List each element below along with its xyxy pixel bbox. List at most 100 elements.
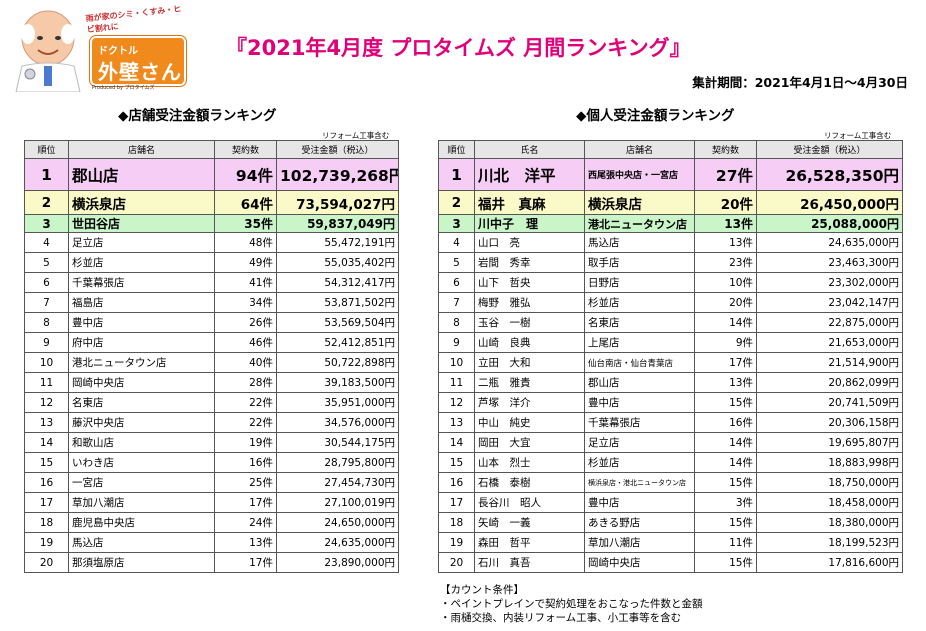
mascot-doctor-icon <box>15 10 81 92</box>
store-name-cell: 杉並店 <box>584 452 695 473</box>
rank-cell: 1 <box>24 158 69 191</box>
amount-cell: 22,875,000円 <box>756 312 903 333</box>
logo: 雨が家のシミ・くすみ・ヒビ割れに ドクトル 外壁さん Produced by プ… <box>8 4 188 92</box>
contracts-cell: 16件 <box>694 412 757 433</box>
contracts-cell: 20件 <box>694 292 757 313</box>
column-header-contracts: 契約数 <box>214 140 277 159</box>
contracts-cell: 13件 <box>694 232 757 253</box>
table-row: 4 足立店 48件 55,472,191円 <box>24 232 399 253</box>
rank-cell: 12 <box>438 392 475 413</box>
rank-cell: 4 <box>438 232 475 253</box>
amount-cell: 30,544,175円 <box>276 432 399 453</box>
store-name-cell: 名東店 <box>68 392 215 413</box>
contracts-cell: 26件 <box>214 312 277 333</box>
store-ranking-note: リフォーム工事含む <box>322 131 390 140</box>
person-name-cell: 石川 真吾 <box>474 552 585 573</box>
amount-cell: 18,380,000円 <box>756 512 903 533</box>
amount-cell: 102,739,268円 <box>276 158 399 191</box>
store-name-cell: 横浜泉店・港北ニュータウン店 <box>584 472 695 493</box>
rank-cell: 17 <box>24 492 69 513</box>
table-row: 1 郡山店 94件 102,739,268円 <box>24 158 399 191</box>
person-name-cell: 芦塚 洋介 <box>474 392 585 413</box>
amount-cell: 53,569,504円 <box>276 312 399 333</box>
amount-cell: 23,463,300円 <box>756 252 903 273</box>
rank-cell: 16 <box>438 472 475 493</box>
table-row: 12 名東店 22件 35,951,000円 <box>24 392 399 413</box>
rank-cell: 12 <box>24 392 69 413</box>
person-name-cell: 立田 大和 <box>474 352 585 373</box>
store-ranking-title: ◆店舗受注金額ランキング <box>118 108 277 124</box>
contracts-cell: 24件 <box>214 512 277 533</box>
store-name-cell: 港北ニュータウン店 <box>68 352 215 373</box>
contracts-cell: 23件 <box>694 252 757 273</box>
table-header-row: 順位 店舗名 契約数 受注金額（税込） <box>24 140 399 159</box>
table-row: 2 横浜泉店 64件 73,594,027円 <box>24 190 399 215</box>
store-name-cell: 千葉幕張店 <box>68 272 215 293</box>
amount-cell: 19,695,807円 <box>756 432 903 453</box>
contracts-cell: 48件 <box>214 232 277 253</box>
table-row: 17 長谷川 昭人 豊中店 3件 18,458,000円 <box>438 492 903 513</box>
person-name-cell: 岡田 大宜 <box>474 432 585 453</box>
store-name-cell: 一宮店 <box>68 472 215 493</box>
store-name-cell: 馬込店 <box>584 232 695 253</box>
contracts-cell: 17件 <box>694 352 757 373</box>
table-row: 15 山本 烈士 杉並店 14件 18,883,998円 <box>438 452 903 473</box>
rank-cell: 3 <box>438 214 475 233</box>
personal-ranking-table: 順位 氏名 店舗名 契約数 受注金額（税込） 1 川北 洋平 西尾張中央店・一宮店 27件 26… <box>438 140 903 573</box>
contracts-cell: 27件 <box>694 158 757 191</box>
amount-cell: 18,750,000円 <box>756 472 903 493</box>
person-name-cell: 川中子 理 <box>474 214 585 233</box>
contracts-cell: 28件 <box>214 372 277 393</box>
contracts-cell: 20件 <box>694 190 757 215</box>
person-name-cell: 矢崎 一義 <box>474 512 585 533</box>
amount-cell: 23,890,000円 <box>276 552 399 573</box>
amount-cell: 23,302,000円 <box>756 272 903 293</box>
amount-cell: 55,035,402円 <box>276 252 399 273</box>
amount-cell: 55,472,191円 <box>276 232 399 253</box>
table-row: 18 鹿児島中央店 24件 24,650,000円 <box>24 512 399 533</box>
table-row: 3 世田谷店 35件 59,837,049円 <box>24 214 399 233</box>
store-name-cell: 郡山店 <box>68 158 215 191</box>
contracts-cell: 15件 <box>694 392 757 413</box>
contracts-cell: 22件 <box>214 392 277 413</box>
rank-cell: 16 <box>24 472 69 493</box>
store-name-cell: 横浜泉店 <box>584 190 695 215</box>
person-name-cell: 川北 洋平 <box>474 158 585 191</box>
logo-badge-line2: 外壁さん <box>98 60 182 84</box>
rank-cell: 5 <box>24 252 69 273</box>
contracts-cell: 41件 <box>214 272 277 293</box>
contracts-cell: 13件 <box>694 214 757 233</box>
table-row: 19 馬込店 13件 24,635,000円 <box>24 532 399 553</box>
amount-cell: 26,528,350円 <box>756 158 903 191</box>
store-name-cell: 岡崎中央店 <box>68 372 215 393</box>
person-name-cell: 岩間 秀幸 <box>474 252 585 273</box>
store-name-cell: 藤沢中央店 <box>68 412 215 433</box>
store-name-cell: 豊中店 <box>584 392 695 413</box>
rank-cell: 20 <box>438 552 475 573</box>
store-name-cell: 馬込店 <box>68 532 215 553</box>
rank-cell: 15 <box>438 452 475 473</box>
amount-cell: 73,594,027円 <box>276 190 399 215</box>
table-row: 1 川北 洋平 西尾張中央店・一宮店 27件 26,528,350円 <box>438 158 903 191</box>
store-name-cell: 和歌山店 <box>68 432 215 453</box>
logo-tagline: 雨が家のシミ・くすみ・ヒビ割れに <box>85 4 182 35</box>
rank-cell: 10 <box>438 352 475 373</box>
store-name-cell: いわき店 <box>68 452 215 473</box>
column-header-store-name: 店舗名 <box>68 140 215 159</box>
contracts-cell: 13件 <box>214 532 277 553</box>
rank-cell: 10 <box>24 352 69 373</box>
person-name-cell: 長谷川 昭人 <box>474 492 585 513</box>
amount-cell: 59,837,049円 <box>276 214 399 233</box>
person-name-cell: 梅野 雅弘 <box>474 292 585 313</box>
rank-cell: 3 <box>24 214 69 233</box>
column-header-store-name: 店舗名 <box>584 140 695 159</box>
store-name-cell: 府中店 <box>68 332 215 353</box>
logo-badge: ドクトル 外壁さん <box>90 36 186 86</box>
rank-cell: 11 <box>24 372 69 393</box>
table-row: 6 千葉幕張店 41件 54,312,417円 <box>24 272 399 293</box>
store-name-cell: 足立店 <box>68 232 215 253</box>
contracts-cell: 13件 <box>694 372 757 393</box>
store-name-cell: 横浜泉店 <box>68 190 215 215</box>
person-name-cell: 山崎 良典 <box>474 332 585 353</box>
store-name-cell: あきる野店 <box>584 512 695 533</box>
